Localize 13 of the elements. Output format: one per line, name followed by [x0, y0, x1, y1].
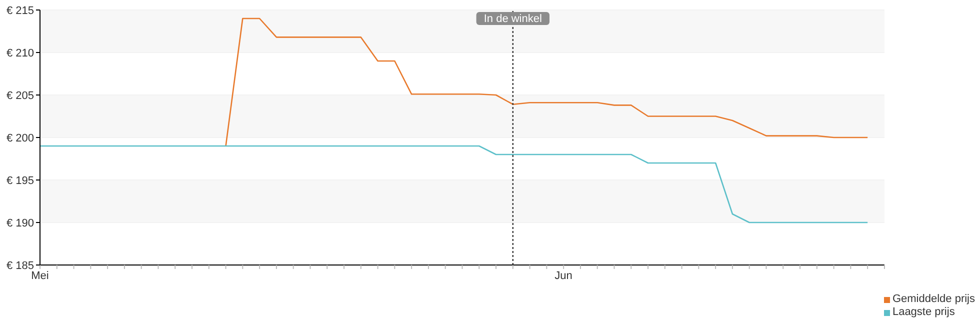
x-tick-label: Mei	[31, 270, 49, 282]
y-tick-label: € 205	[6, 90, 34, 102]
y-tick-label: € 200	[6, 132, 34, 144]
x-tick-label: Jun	[554, 270, 572, 282]
y-tick-label: € 210	[6, 47, 34, 60]
legend-label: Laagste prijs	[892, 306, 955, 319]
y-tick-label: € 195	[6, 174, 34, 187]
legend-label: Gemiddelde prijs	[892, 293, 975, 306]
y-tick-label: € 190	[6, 217, 34, 230]
annotation: In de winkel	[484, 13, 542, 25]
line-series	[40, 145, 868, 224]
y-tick-label: € 185	[6, 260, 34, 272]
y-tick-label: € 215	[6, 4, 34, 17]
